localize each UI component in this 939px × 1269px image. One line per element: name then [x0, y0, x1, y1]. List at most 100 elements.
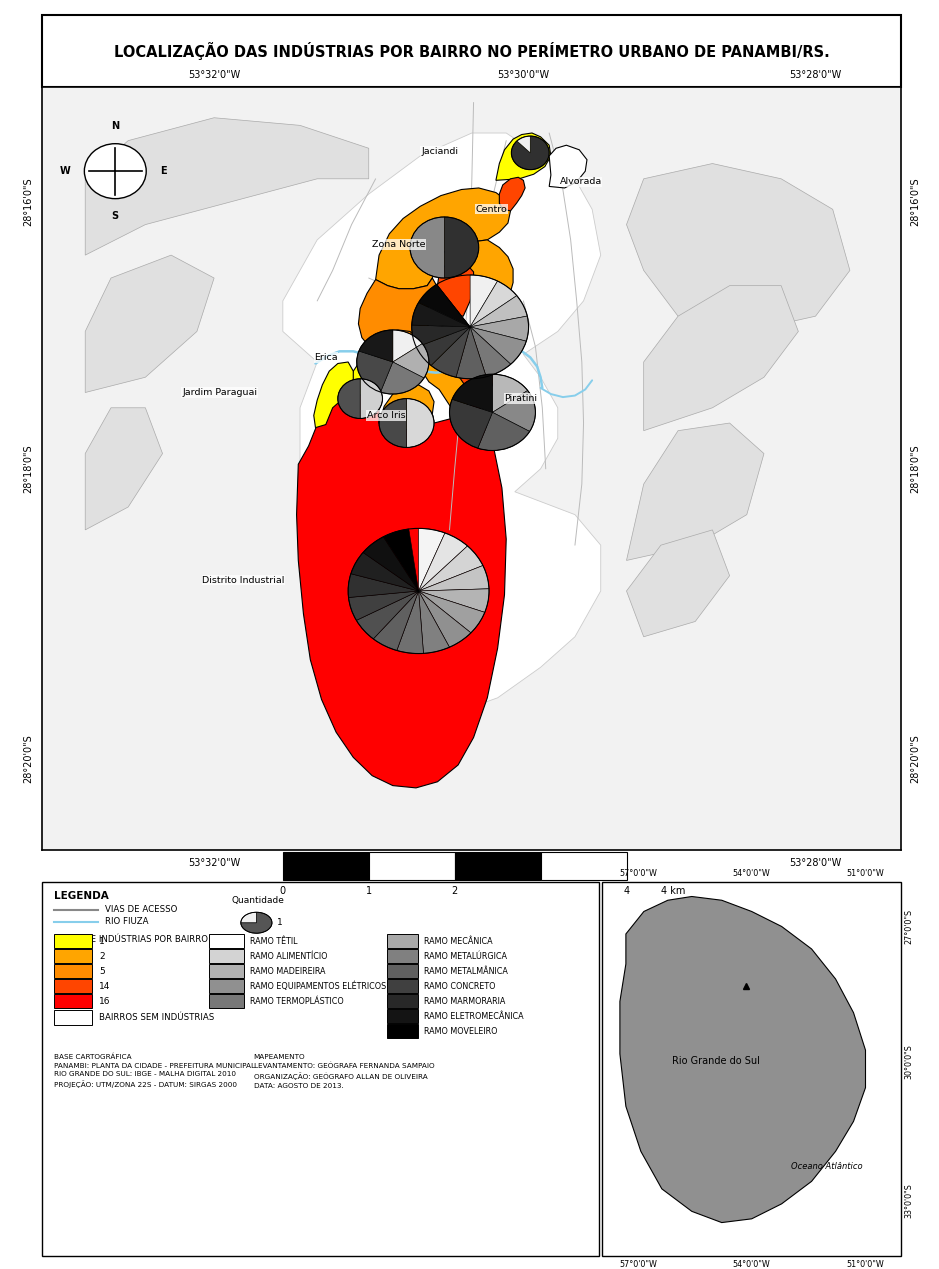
Wedge shape [374, 591, 419, 651]
Text: Erica: Erica [315, 353, 338, 362]
Wedge shape [407, 398, 434, 448]
Polygon shape [626, 530, 730, 637]
Wedge shape [470, 327, 526, 364]
Text: S: S [112, 211, 119, 221]
Text: 51°0'0"W: 51°0'0"W [847, 869, 885, 878]
Wedge shape [393, 330, 423, 362]
Wedge shape [419, 589, 489, 613]
Text: RIO FIUZA: RIO FIUZA [104, 917, 148, 926]
Polygon shape [371, 330, 422, 368]
Polygon shape [314, 362, 353, 428]
Wedge shape [359, 330, 393, 362]
Text: LEGENDA: LEGENDA [54, 891, 109, 901]
Polygon shape [376, 188, 511, 289]
FancyBboxPatch shape [209, 964, 243, 978]
Wedge shape [437, 284, 470, 327]
Polygon shape [453, 335, 498, 407]
Polygon shape [644, 286, 798, 430]
FancyBboxPatch shape [54, 934, 92, 948]
Text: RAMO CONCRETO: RAMO CONCRETO [423, 982, 496, 991]
Polygon shape [297, 378, 506, 788]
Wedge shape [450, 400, 492, 448]
Text: RAMO MADEIREIRA: RAMO MADEIREIRA [251, 967, 326, 976]
Text: 28°18'0"S: 28°18'0"S [910, 444, 920, 494]
Wedge shape [348, 574, 419, 598]
FancyBboxPatch shape [454, 851, 541, 879]
Text: Alvorada: Alvorada [560, 178, 602, 187]
Wedge shape [416, 327, 470, 365]
Text: RAMO METALMÂNICA: RAMO METALMÂNICA [423, 967, 508, 976]
Polygon shape [346, 360, 381, 397]
Text: 57°0'0"W: 57°0'0"W [619, 1260, 656, 1269]
Text: 28°18'0"S: 28°18'0"S [23, 444, 34, 494]
Text: TOTAL DE INDÚSTRIAS POR BAIRRO: TOTAL DE INDÚSTRIAS POR BAIRRO [54, 935, 208, 944]
Text: 5: 5 [99, 967, 105, 976]
Wedge shape [393, 344, 429, 378]
Text: Quantidade: Quantidade [231, 896, 285, 905]
Text: 30°0'0"S: 30°0'0"S [904, 1044, 914, 1079]
Wedge shape [351, 552, 419, 591]
Text: Jaciandi: Jaciandi [421, 147, 458, 156]
Text: 53°30'0"W: 53°30'0"W [498, 858, 549, 868]
FancyBboxPatch shape [209, 994, 243, 1008]
Text: 53°28'0"W: 53°28'0"W [790, 858, 841, 868]
Text: 1: 1 [99, 937, 105, 945]
Text: BASE CARTOGRÁFICA
PANAMBI: PLANTA DA CIDADE - PREFEITURA MUNICIPAL
RIO GRANDE DO: BASE CARTOGRÁFICA PANAMBI: PLANTA DA CID… [54, 1055, 255, 1089]
Wedge shape [379, 398, 407, 448]
Text: MAPEAMENTO
LEVANTAMENTO: GEÓGRAFA FERNANDA SAMPAIO
ORGANIZAÇÃO: GEÓGRAFO ALLAN D: MAPEAMENTO LEVANTAMENTO: GEÓGRAFA FERNAN… [254, 1055, 434, 1089]
Polygon shape [620, 896, 866, 1222]
Wedge shape [338, 378, 361, 419]
Wedge shape [470, 316, 529, 341]
Wedge shape [380, 362, 424, 395]
Text: Oceano Atlântico: Oceano Atlântico [791, 1162, 862, 1171]
Text: RAMO MECÂNICA: RAMO MECÂNICA [423, 937, 492, 945]
Wedge shape [419, 591, 485, 633]
FancyBboxPatch shape [54, 1010, 92, 1024]
Text: Centro: Centro [475, 204, 507, 214]
FancyBboxPatch shape [387, 978, 418, 994]
Text: Arco Iris: Arco Iris [367, 411, 406, 420]
Polygon shape [283, 133, 601, 713]
Text: W: W [60, 166, 70, 176]
Polygon shape [626, 164, 850, 331]
Polygon shape [379, 385, 434, 430]
Wedge shape [452, 374, 492, 412]
Polygon shape [438, 261, 473, 316]
FancyBboxPatch shape [42, 15, 901, 88]
Text: Piratini: Piratini [504, 395, 537, 404]
Text: BAIRROS SEM INDÚSTRIAS: BAIRROS SEM INDÚSTRIAS [99, 1013, 214, 1022]
Wedge shape [431, 327, 470, 377]
Text: RAMO MOVELEIRO: RAMO MOVELEIRO [423, 1027, 498, 1036]
FancyBboxPatch shape [54, 994, 92, 1008]
Text: 16: 16 [99, 996, 111, 1005]
Wedge shape [240, 912, 272, 933]
Text: RAMO ALIMENTÍCIO: RAMO ALIMENTÍCIO [251, 952, 328, 961]
Wedge shape [348, 591, 419, 621]
Text: 54°0'0"W: 54°0'0"W [732, 869, 771, 878]
Text: 53°32'0"W: 53°32'0"W [188, 70, 240, 80]
FancyBboxPatch shape [387, 1024, 418, 1038]
Text: 4: 4 [623, 886, 629, 896]
FancyBboxPatch shape [387, 994, 418, 1008]
Text: Zona Norte: Zona Norte [372, 240, 425, 249]
FancyBboxPatch shape [387, 964, 418, 978]
Text: 2: 2 [452, 886, 458, 896]
FancyBboxPatch shape [387, 1009, 418, 1023]
Wedge shape [437, 284, 470, 327]
Text: 0: 0 [280, 886, 285, 896]
FancyBboxPatch shape [54, 964, 92, 978]
Polygon shape [496, 133, 551, 180]
Wedge shape [357, 352, 393, 392]
FancyBboxPatch shape [283, 851, 369, 879]
Wedge shape [492, 391, 535, 431]
Text: 53°32'0"W: 53°32'0"W [188, 858, 240, 868]
FancyBboxPatch shape [209, 949, 243, 963]
Text: VIAS DE ACESSO: VIAS DE ACESSO [104, 905, 177, 914]
Wedge shape [512, 136, 549, 170]
Text: 57°0'0"W: 57°0'0"W [619, 869, 656, 878]
Text: 54°0'0"W: 54°0'0"W [732, 1260, 771, 1269]
Text: Jardim Paraguai: Jardim Paraguai [182, 388, 257, 397]
Wedge shape [492, 374, 528, 412]
Text: 51°0'0"W: 51°0'0"W [847, 1260, 885, 1269]
Wedge shape [419, 546, 483, 591]
